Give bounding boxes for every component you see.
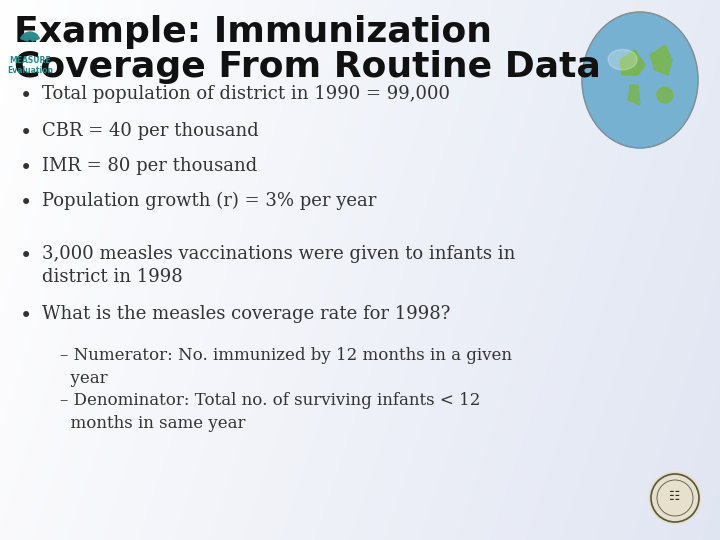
Circle shape <box>657 87 673 103</box>
Text: 3,000 measles vaccinations were given to infants in
district in 1998: 3,000 measles vaccinations were given to… <box>42 245 516 286</box>
Polygon shape <box>620 50 645 75</box>
Polygon shape <box>650 45 672 75</box>
Text: •: • <box>20 86 32 106</box>
Text: CBR = 40 per thousand: CBR = 40 per thousand <box>42 122 258 140</box>
Text: •: • <box>20 306 32 326</box>
Wedge shape <box>21 32 40 39</box>
Ellipse shape <box>608 49 637 70</box>
Text: – Denominator: Total no. of surviving infants < 12
  months in same year: – Denominator: Total no. of surviving in… <box>60 392 480 432</box>
Text: ☷: ☷ <box>670 489 680 503</box>
Text: •: • <box>20 123 32 143</box>
Text: Population growth (r) = 3% per year: Population growth (r) = 3% per year <box>42 192 377 210</box>
Text: •: • <box>20 193 32 213</box>
Text: Total population of district in 1990 = 99,000: Total population of district in 1990 = 9… <box>42 85 450 103</box>
Text: IMR = 80 per thousand: IMR = 80 per thousand <box>42 157 257 175</box>
Wedge shape <box>26 38 34 41</box>
Ellipse shape <box>582 12 698 148</box>
Circle shape <box>649 472 701 524</box>
Text: •: • <box>20 246 32 266</box>
Text: – Numerator: No. immunized by 12 months in a given
  year: – Numerator: No. immunized by 12 months … <box>60 347 512 387</box>
Text: MEASURE
Evaluation: MEASURE Evaluation <box>7 56 53 76</box>
Wedge shape <box>24 36 35 40</box>
Text: •: • <box>20 158 32 178</box>
Text: Coverage From Routine Data: Coverage From Routine Data <box>14 50 601 84</box>
Polygon shape <box>628 85 640 105</box>
Text: Example: Immunization: Example: Immunization <box>14 15 492 49</box>
Wedge shape <box>22 34 37 40</box>
Text: What is the measles coverage rate for 1998?: What is the measles coverage rate for 19… <box>42 305 451 323</box>
